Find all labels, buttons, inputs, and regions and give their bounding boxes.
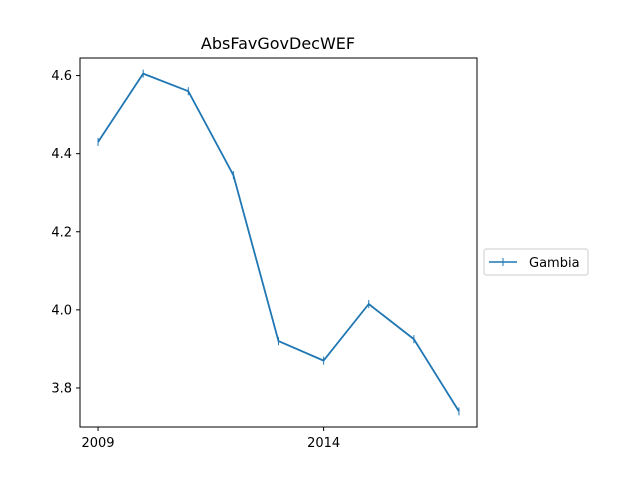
y-axis: 3.8 4.0 4.2 4.4 4.6 (51, 69, 80, 396)
axes-frame (79, 57, 478, 428)
y-tick-label: 4.6 (51, 69, 72, 84)
legend-label-gambia: Gambia (529, 256, 580, 271)
series-layer (97, 69, 460, 416)
legend: Gambia (483, 248, 589, 276)
y-tick-label: 4.0 (51, 303, 72, 318)
y-tick-label: 3.8 (51, 381, 72, 396)
chart-title: AbsFavGovDecWEF (201, 34, 355, 53)
x-tick-label: 2009 (81, 436, 114, 451)
y-tick-label: 4.2 (51, 225, 72, 240)
y-tick-label: 4.4 (51, 147, 72, 162)
x-axis: 2009 2014 (81, 427, 340, 451)
plot-area: 3.8 4.0 4.2 4.4 4.6 2009 2014 (51, 57, 478, 451)
legend-box (483, 248, 589, 276)
x-tick-label: 2014 (307, 436, 340, 451)
